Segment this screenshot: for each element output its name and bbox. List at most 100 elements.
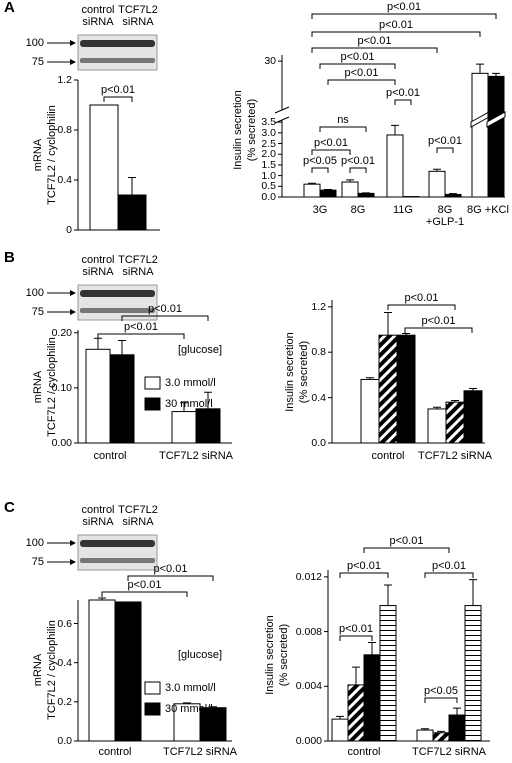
y-axis-label: TCF7L2 / cyclophilin: [46, 620, 58, 720]
bar-break: [486, 111, 506, 128]
significance-bracket: [394, 99, 412, 105]
bar: [363, 654, 381, 742]
y-tick-label: 0.0: [261, 191, 276, 203]
bar: [331, 718, 349, 742]
significance-bracket: [424, 572, 474, 578]
bar: [357, 192, 375, 198]
legend-swatch: [144, 702, 161, 716]
blot-band: [80, 290, 155, 297]
x-tick-label: 8G +GLP-1: [425, 204, 465, 228]
y-tick-label: 0.0: [57, 735, 72, 747]
significance-bracket: [311, 31, 481, 37]
bar: [445, 401, 465, 444]
bar: [463, 390, 483, 444]
significance-label: p<0.01: [428, 135, 462, 147]
bar: [109, 354, 135, 444]
significance-bracket: [404, 327, 473, 333]
axis-break: [274, 106, 290, 114]
significance-label: p<0.01: [340, 51, 375, 63]
blot-band: [80, 58, 155, 63]
error-bar: [384, 584, 392, 606]
y-axis-label: (% secreted): [278, 623, 290, 687]
error-bar: [128, 177, 136, 195]
x-tick-label: control: [98, 746, 132, 758]
error-bar: [368, 642, 376, 655]
error-bar: [352, 666, 360, 685]
error-bar: [346, 179, 354, 183]
significance-bracket: [363, 547, 450, 553]
y-tick-label: 30: [264, 55, 276, 68]
blot-label: control siRNA: [81, 504, 115, 528]
marker-arrowhead: [70, 290, 76, 296]
error-bar: [433, 406, 441, 409]
error-bar: [308, 182, 316, 185]
legend-label: 30 mmol/l: [165, 703, 213, 715]
y-tick-label: 1.2: [311, 300, 326, 313]
marker-arrowhead: [70, 559, 76, 565]
y-tick-label: 2.5: [261, 137, 276, 150]
bar: [114, 601, 142, 742]
blot-marker: 75: [31, 556, 44, 568]
error-bar: [437, 730, 445, 733]
significance-bracket: [339, 635, 373, 641]
significance-label: p<0.01: [153, 563, 188, 575]
blot-band: [80, 308, 155, 313]
significance-label: p<0.01: [341, 155, 375, 167]
significance-bracket: [424, 697, 458, 703]
bar: [428, 170, 446, 198]
bar: [427, 408, 447, 444]
significance-label: p<0.01: [347, 560, 381, 572]
significance-label: p<0.01: [339, 623, 373, 635]
error-bar: [180, 402, 188, 412]
significance-bracket: [127, 575, 214, 581]
y-tick-label: 0.10: [51, 381, 72, 394]
y-tick-label: 0.4: [311, 391, 326, 404]
y-tick-label: 0.2: [57, 695, 72, 708]
panel-letter: B: [4, 249, 15, 266]
blot-marker: 75: [31, 306, 44, 318]
y-tick-label: 0.00: [51, 437, 72, 449]
error-bar: [421, 728, 429, 731]
panel-letter: A: [4, 0, 15, 16]
error-bar: [204, 391, 212, 409]
x-tick-label: TCF7L2 siRNA: [163, 746, 237, 758]
x-tick-label: 11G: [393, 204, 413, 216]
y-axis-label: TCF7L2 / cyclophilin: [46, 105, 58, 205]
bar: [199, 707, 227, 742]
significance-label: p<0.01: [387, 1, 421, 13]
significance-bracket: [339, 572, 389, 578]
significance-bracket: [387, 304, 456, 310]
error-bar: [98, 597, 106, 600]
y-axis-label: Insulin secretion: [232, 90, 244, 170]
significance-label: p<0.01: [386, 87, 420, 99]
significance-label: p<0.05: [303, 155, 337, 167]
error-bar: [324, 189, 332, 191]
bar: [379, 605, 397, 742]
blot-marker: 100: [25, 287, 44, 299]
significance-label: p<0.01: [124, 321, 158, 333]
y-tick-label: 3.0: [261, 126, 276, 139]
y-tick-label: 0.0: [311, 437, 326, 449]
error-bar: [453, 707, 461, 716]
y-axis-label: (% secreted): [246, 98, 258, 162]
x-tick-label: control: [371, 450, 405, 462]
y-axis-label: mRNA: [32, 138, 44, 172]
bar: [448, 714, 466, 742]
error-bar: [476, 63, 484, 74]
y-tick-label: 1.0: [261, 169, 276, 182]
blot-band: [80, 540, 155, 547]
error-bar: [183, 702, 191, 704]
y-tick-label: 0.4: [57, 174, 72, 186]
legend-label: 3.0 mmol/l: [165, 377, 216, 389]
y-axis-label: (% secreted): [298, 340, 310, 404]
bar: [432, 732, 450, 742]
x-tick-label: control: [93, 450, 127, 462]
bar: [341, 181, 359, 198]
error-bar: [469, 388, 477, 391]
y-tick-label: 0.5: [261, 180, 276, 193]
x-tick-label: 3G: [312, 204, 328, 216]
significance-label: p<0.01: [379, 19, 413, 31]
error-bar: [209, 706, 217, 708]
y-tick-label: 1.5: [261, 158, 276, 171]
